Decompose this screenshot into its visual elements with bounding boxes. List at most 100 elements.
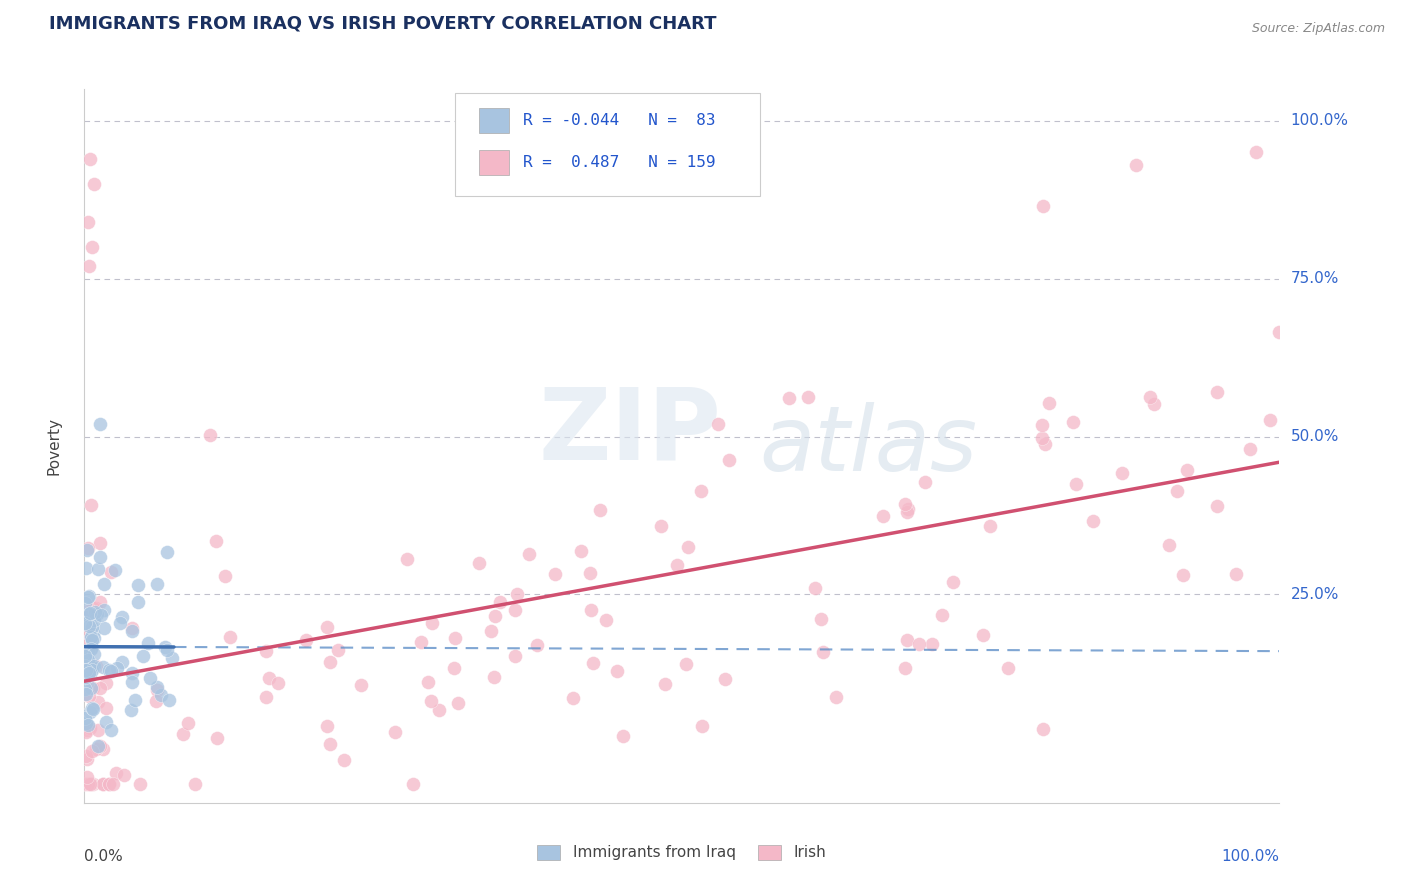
Point [184,777,207,791]
Point [416,674,439,689]
Text: 100.0%: 100.0% [1222,849,1279,864]
Point [77,777,100,791]
Point [94,676,117,690]
Point [1206,499,1229,513]
Point [503,648,526,663]
Point [77,606,100,620]
Point [1177,463,1199,477]
Point [145,576,167,591]
Point [350,678,373,692]
Point [582,656,605,670]
Point [676,540,699,554]
Point [157,693,180,707]
Point [77,717,100,731]
Text: ZIP: ZIP [538,384,721,480]
Point [104,564,127,578]
Point [506,586,529,600]
Text: Poverty: Poverty [46,417,62,475]
Point [98,777,121,791]
Point [75,648,97,662]
Point [80,641,103,656]
Point [76,560,98,574]
Point [80,777,103,791]
Point [87,695,110,709]
Point [136,636,159,650]
Point [319,655,342,669]
Point [402,777,425,791]
Point [411,635,433,649]
Point [482,670,505,684]
Point [588,503,610,517]
Point [76,543,98,558]
Point [896,505,918,519]
Point [80,744,103,758]
Point [111,656,134,670]
Point [1206,385,1229,400]
Point [825,690,848,704]
Text: R = -0.044   N =  83: R = -0.044 N = 83 [523,113,716,128]
Point [810,612,832,626]
Point [77,215,100,229]
Point [87,561,110,575]
Point [1143,397,1166,411]
Point [129,777,152,791]
Point [207,731,229,746]
Text: atlas: atlas [759,402,977,490]
Point [79,606,101,620]
Point [77,591,100,605]
Point [517,547,540,561]
Point [675,657,697,671]
Point [914,475,936,489]
Point [489,595,512,609]
Point [79,630,101,644]
Point [89,417,111,431]
Point [931,607,953,622]
Point [429,702,451,716]
Point [124,692,146,706]
Point [79,705,101,719]
Point [79,589,101,603]
Point [444,631,467,645]
Point [77,259,100,273]
Point [150,688,173,702]
Point [1139,390,1161,404]
Point [384,725,406,739]
Point [328,643,350,657]
Point [176,716,198,731]
Text: R =  0.487   N = 159: R = 0.487 N = 159 [523,155,716,170]
Point [82,626,104,640]
Point [93,621,115,635]
Point [79,152,101,166]
Point [83,613,105,627]
Point [82,702,104,716]
Point [77,627,100,641]
Point [98,663,121,677]
Point [896,633,918,648]
Point [561,690,583,705]
Point [73,607,96,622]
Point [544,567,567,582]
Point [111,610,134,624]
Point [80,663,103,677]
Point [73,659,96,673]
Point [94,701,117,715]
Point [1064,477,1087,491]
Point [706,417,728,431]
Point [93,576,115,591]
Point [1171,567,1194,582]
Point [120,703,142,717]
Point [295,632,318,647]
Point [121,621,143,635]
Point [91,741,114,756]
Point [76,642,98,657]
Point [84,742,107,756]
Point [972,628,994,642]
Point [108,615,131,630]
Point [93,603,115,617]
Point [907,637,929,651]
Point [90,608,112,623]
Point [1038,396,1060,410]
Point [83,177,105,191]
Text: 50.0%: 50.0% [1291,429,1339,444]
Point [778,391,800,405]
